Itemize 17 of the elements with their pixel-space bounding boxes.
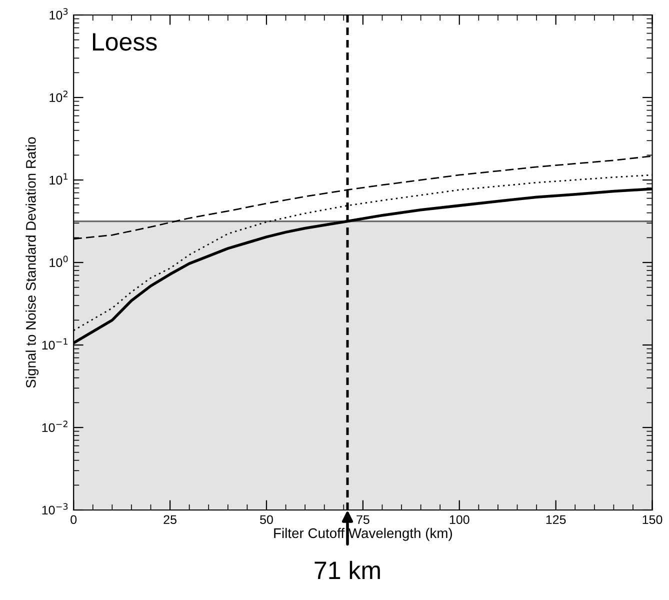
y-tick-label: 10$^{3}$ xyxy=(50,8,68,20)
y-axis-title: Signal to Noise Standard Deviation Ratio xyxy=(26,137,39,388)
y-tick-label: 10$^{0}$ xyxy=(50,256,68,268)
y-tick-label: 10$^{−1}$ xyxy=(42,338,68,350)
y-tick-label: 10$^{2}$ xyxy=(50,90,68,102)
y-tick-label: 10$^{−2}$ xyxy=(42,420,68,432)
annotation: Loess xyxy=(93,33,157,51)
x-tick-label: 50 xyxy=(260,515,273,524)
y-tick-label: 10$^{−3}$ xyxy=(42,503,68,515)
x-tick-label: 25 xyxy=(164,515,176,524)
x-tick-label: 125 xyxy=(546,515,566,524)
x-tick-label: 75 xyxy=(356,515,370,524)
x-tick-label: 0 xyxy=(70,515,77,524)
annotation: 71 km xyxy=(314,560,380,579)
y-tick-label: 10$^{1}$ xyxy=(50,173,68,185)
x-tick-label: 150 xyxy=(642,515,662,524)
x-tick-label: 100 xyxy=(450,515,470,524)
